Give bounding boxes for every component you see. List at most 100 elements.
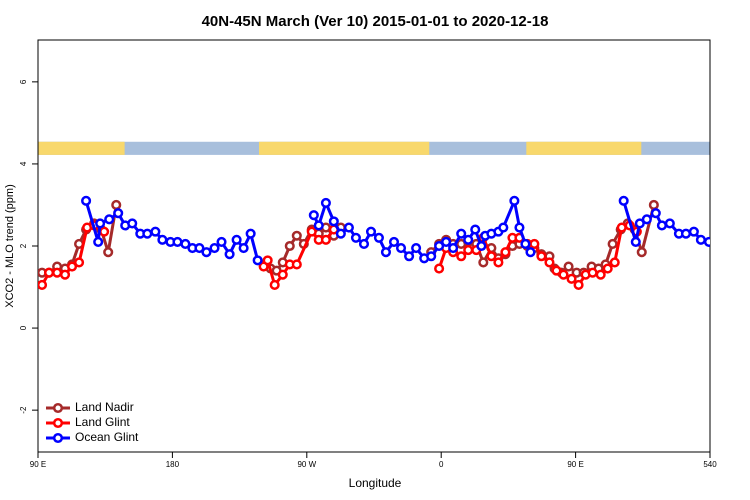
x-tick-label: 90 W <box>297 460 316 469</box>
data-point <box>104 214 115 225</box>
data-point <box>335 228 346 239</box>
data-point <box>320 197 331 208</box>
data-point <box>180 238 191 249</box>
data-point <box>291 259 302 270</box>
x-tick-label: 540 <box>703 460 717 469</box>
data-point <box>509 195 520 206</box>
data-point <box>656 220 667 231</box>
y-axis-label: XCO2 - MLO trend (ppm) <box>4 184 16 307</box>
data-point <box>498 222 509 233</box>
data-point <box>313 220 324 231</box>
series-line <box>42 204 656 275</box>
data-point <box>636 247 647 258</box>
data-point <box>380 247 391 258</box>
data-point <box>201 247 212 258</box>
data-point <box>350 232 361 243</box>
data-point <box>634 218 645 229</box>
data-point <box>587 267 598 278</box>
data-point <box>194 243 205 254</box>
data-point <box>127 218 138 229</box>
x-tick-label: 90 E <box>30 460 46 469</box>
legend-label: Land Nadir <box>75 400 134 414</box>
data-point <box>411 243 422 254</box>
data-point <box>142 228 153 239</box>
data-point <box>456 251 467 262</box>
data-point <box>277 269 288 280</box>
data-point <box>493 257 504 268</box>
data-point <box>558 269 569 280</box>
data-point <box>150 226 161 237</box>
data-point <box>231 234 242 245</box>
data-point <box>95 218 106 229</box>
data-point <box>172 236 183 247</box>
legend-swatch-point <box>52 432 64 444</box>
data-point <box>284 240 295 252</box>
data-point <box>551 265 562 276</box>
data-point <box>486 251 497 262</box>
data-point <box>680 228 692 239</box>
legend-label: Land Glint <box>75 415 130 429</box>
legend-swatch-point <box>52 417 64 429</box>
data-point <box>238 243 249 254</box>
data-point <box>308 210 319 221</box>
data-point <box>563 261 574 272</box>
data-point <box>695 234 706 245</box>
data-point <box>404 251 415 262</box>
data-point <box>434 263 445 274</box>
data-point <box>648 199 659 211</box>
data-point <box>703 236 710 247</box>
data-point <box>388 236 400 247</box>
data-point <box>566 273 577 284</box>
data-point <box>573 279 584 291</box>
data-point <box>320 234 331 245</box>
data-point <box>224 249 235 260</box>
data-point <box>66 261 78 272</box>
data-point <box>463 245 474 256</box>
data-point <box>607 238 618 249</box>
data-point <box>209 243 220 254</box>
data-point <box>618 195 629 206</box>
data-point <box>595 269 606 280</box>
data-point <box>103 247 114 258</box>
y-tick-label: 6 <box>19 79 28 84</box>
data-point <box>630 236 641 247</box>
y-tick-label: 0 <box>19 325 28 330</box>
land-band <box>259 141 430 155</box>
data-point <box>448 243 459 254</box>
y-tick-label: -2 <box>19 406 28 414</box>
x-tick-label: 0 <box>439 460 444 469</box>
data-point <box>93 236 104 247</box>
data-point <box>434 240 445 252</box>
data-point <box>157 234 168 245</box>
series <box>38 199 659 278</box>
data-point <box>373 232 384 243</box>
data-point <box>476 240 487 252</box>
data-point <box>245 228 256 239</box>
data-point <box>291 230 302 241</box>
x-tick-label: 90 E <box>567 460 583 469</box>
data-point <box>602 263 613 274</box>
data-point <box>81 195 92 206</box>
data-point <box>216 236 227 247</box>
x-axis-label: Longitude <box>349 476 402 490</box>
data-point <box>38 279 48 291</box>
data-point <box>74 257 85 268</box>
data-point <box>536 251 547 262</box>
data-point <box>616 222 627 233</box>
y-tick-label: 4 <box>19 161 28 166</box>
data-point <box>529 238 540 249</box>
data-point <box>343 222 354 233</box>
data-point <box>99 226 110 237</box>
data-point <box>44 267 55 278</box>
land-band <box>526 141 642 155</box>
data-point <box>306 226 317 237</box>
data-point <box>111 199 122 211</box>
data-point <box>500 247 511 258</box>
data-point <box>252 255 263 266</box>
data-point <box>544 257 555 268</box>
data-point <box>365 226 377 237</box>
data-point <box>262 255 273 266</box>
data-point <box>426 251 437 262</box>
